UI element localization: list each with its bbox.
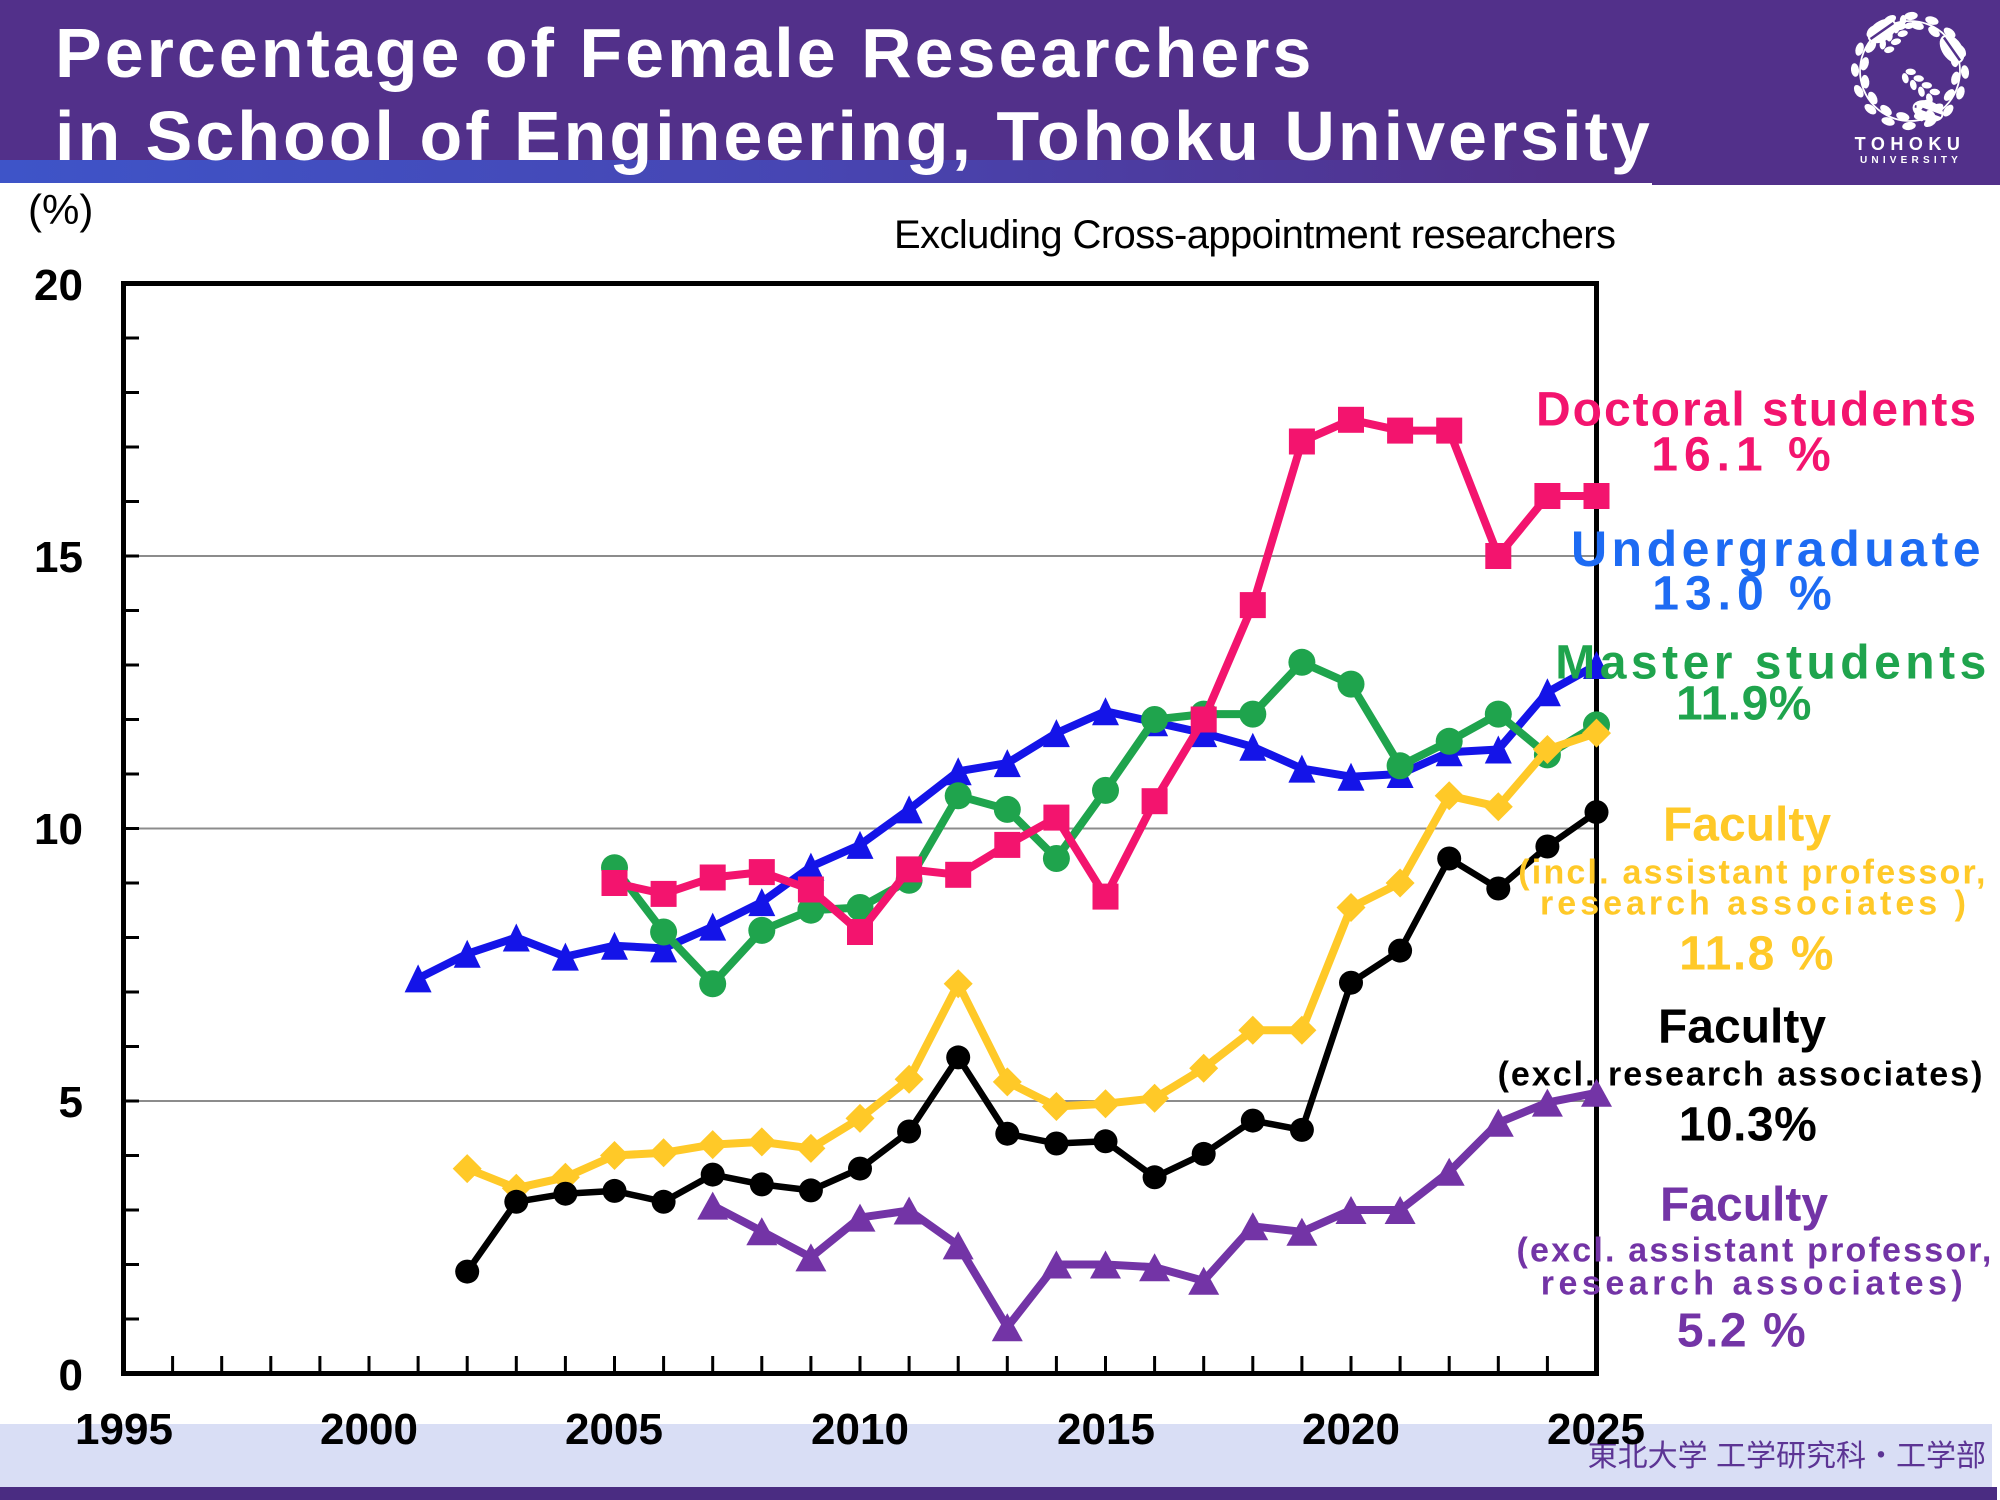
svg-text:2015: 2015 — [1057, 1405, 1155, 1454]
svg-text:2000: 2000 — [320, 1405, 418, 1454]
svg-text:15: 15 — [34, 533, 83, 582]
svg-text:20: 20 — [34, 261, 83, 310]
svg-text:TOHOKU: TOHOKU — [1855, 134, 1966, 154]
svg-text:5: 5 — [59, 1078, 83, 1127]
svg-text:10: 10 — [34, 805, 83, 854]
svg-text:UNIVERSITY: UNIVERSITY — [1860, 155, 1962, 166]
svg-text:2025: 2025 — [1547, 1405, 1645, 1454]
svg-text:2005: 2005 — [565, 1405, 663, 1454]
svg-text:2020: 2020 — [1302, 1405, 1400, 1454]
svg-text:1995: 1995 — [75, 1405, 173, 1454]
svg-text:2010: 2010 — [811, 1405, 909, 1454]
svg-text:0: 0 — [59, 1351, 83, 1400]
